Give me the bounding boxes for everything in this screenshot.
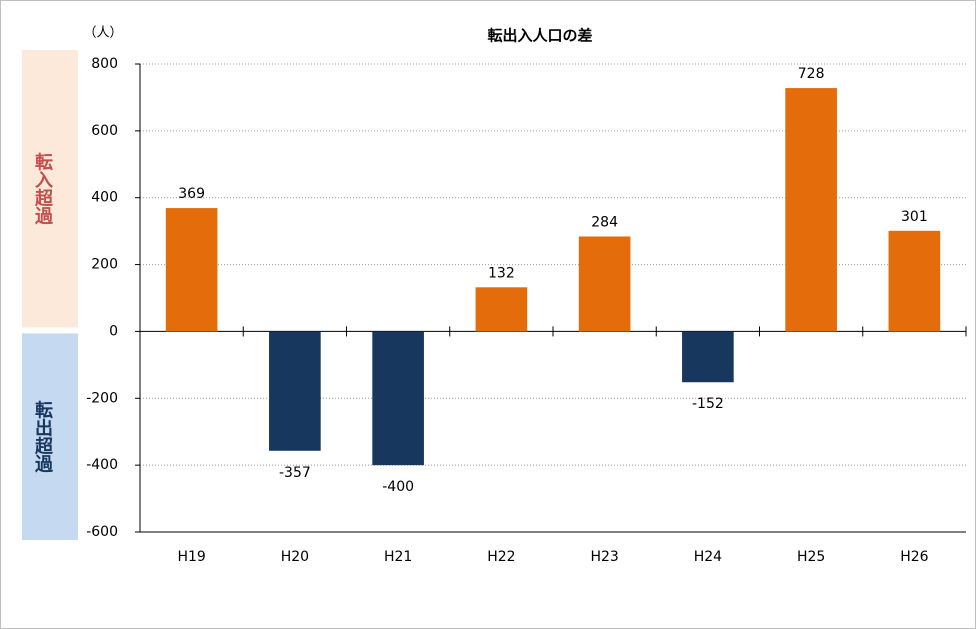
x-tick-label: H26: [900, 549, 928, 565]
chart-title: 転出入人口の差: [487, 27, 592, 45]
value-label: 301: [901, 209, 928, 225]
value-label: 132: [488, 265, 515, 281]
y-tick-label: 0: [109, 323, 118, 339]
x-tick-label: H21: [384, 549, 412, 565]
annotation-panel: [22, 50, 78, 328]
x-tick-label: H22: [487, 549, 515, 565]
bar: [888, 230, 941, 332]
x-tick-label: H23: [590, 549, 618, 565]
y-tick-label: -400: [86, 457, 118, 473]
x-tick-label: H19: [177, 549, 205, 565]
y-tick-label: 800: [91, 56, 118, 72]
bar: [269, 331, 321, 451]
y-tick-label: -200: [86, 390, 118, 406]
annotation: 転入超過: [32, 152, 53, 226]
bar: [578, 236, 631, 332]
annotation-panel: [22, 333, 78, 540]
value-label: 369: [178, 186, 205, 202]
x-tick-label: H20: [281, 549, 309, 565]
y-tick-label: 600: [91, 123, 118, 139]
value-label: -357: [279, 465, 311, 481]
bar: [372, 331, 424, 466]
bar: [475, 287, 528, 332]
value-label: -400: [382, 479, 414, 495]
y-unit-label: （人）: [83, 26, 122, 41]
bar: [682, 331, 734, 383]
x-tick-label: H25: [797, 549, 825, 565]
value-label: 728: [798, 66, 825, 82]
bar: [165, 208, 218, 332]
x-tick-label: H24: [694, 549, 722, 565]
y-tick-label: 400: [91, 190, 118, 206]
annotation: 転出超過: [32, 400, 53, 474]
bar: [785, 88, 837, 332]
value-label: -152: [692, 396, 724, 412]
value-label: 284: [591, 214, 618, 230]
y-tick-label: 200: [91, 257, 118, 273]
y-tick-label: -600: [86, 524, 118, 540]
